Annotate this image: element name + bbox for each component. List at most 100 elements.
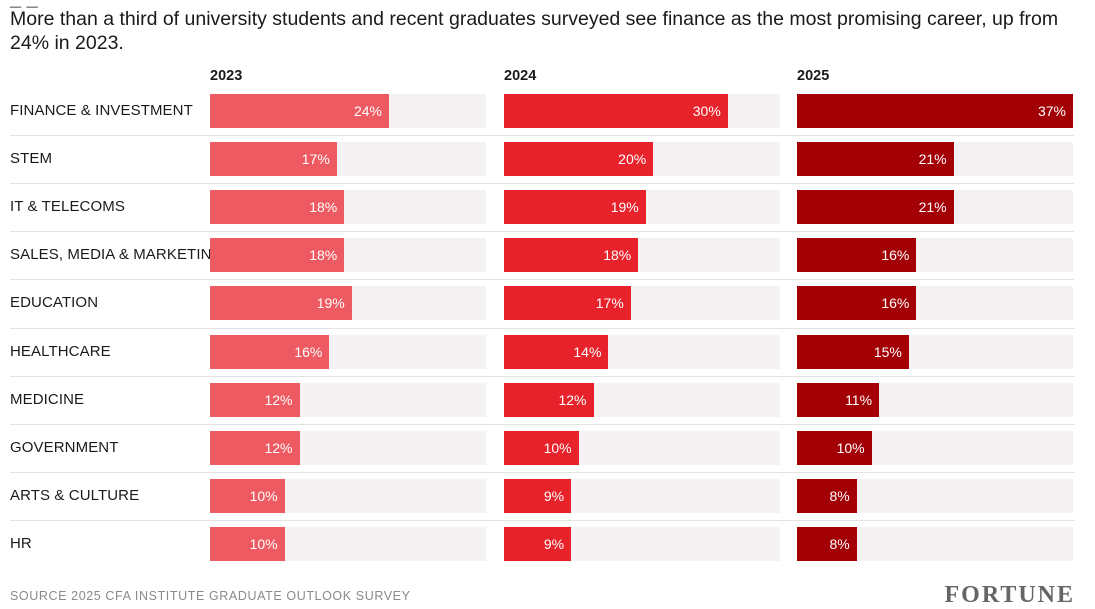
bar-value-label: 37%: [1037, 103, 1066, 119]
bar: 18%: [210, 238, 345, 273]
bar-value-label: 10%: [836, 439, 865, 456]
bar-value-label: 12%: [264, 391, 293, 408]
row-divider: [10, 183, 1074, 185]
bar-value-label: 9%: [543, 535, 565, 552]
bar-track: 9%: [504, 526, 780, 561]
bar-value-label: 16%: [294, 343, 323, 360]
bar-value-label: 18%: [603, 247, 632, 264]
bar-value-label: 18%: [309, 247, 338, 264]
bar: 14%: [504, 334, 609, 369]
bar-value-label: 12%: [558, 391, 587, 408]
bar: 24%: [210, 94, 390, 128]
bar-track: 10%: [504, 430, 780, 465]
bar: 8%: [797, 478, 857, 513]
bar-value-label: 21%: [918, 151, 947, 168]
bar: 16%: [797, 286, 917, 321]
category-label: HR: [10, 534, 32, 552]
bar: 10%: [210, 526, 285, 561]
bar: 18%: [210, 190, 345, 225]
bar-track: 37%: [797, 94, 1073, 128]
bar-value-label: 15%: [873, 343, 902, 360]
bar: 37%: [797, 94, 1073, 128]
bar-value-label: 12%: [264, 439, 293, 456]
bar: 19%: [210, 286, 352, 321]
category-label: GOVERNMENT: [10, 438, 119, 456]
year-header-2025: 2025: [797, 68, 830, 84]
bar-track: 21%: [797, 142, 1073, 177]
brand-logo: FORTUNE: [944, 582, 1075, 608]
bar: 21%: [797, 190, 954, 225]
bar-track: 10%: [210, 526, 486, 561]
category-label: ARTS & CULTURE: [10, 486, 140, 504]
bar-track: 17%: [210, 142, 486, 177]
bar-track: 12%: [210, 430, 486, 465]
bar-track: 24%: [210, 94, 486, 128]
bar-track: 21%: [797, 190, 1073, 225]
bar-track: 18%: [210, 238, 486, 273]
bar-track: 16%: [210, 334, 486, 369]
bar: 16%: [210, 334, 330, 369]
bar: 8%: [797, 526, 857, 561]
category-label: STEM: [10, 150, 53, 168]
bar-value-label: 17%: [301, 151, 330, 168]
bar: 9%: [504, 526, 572, 561]
category-label: IT & TELECOMS: [10, 198, 125, 216]
bar: 10%: [210, 478, 285, 513]
bar-value-label: 19%: [316, 295, 345, 312]
chart-subtitle: More than a third of university students…: [10, 8, 1059, 54]
bar-value-label: 8%: [829, 487, 850, 504]
bar-value-label: 19%: [610, 199, 639, 216]
bar-track: 19%: [210, 286, 486, 321]
bar-track: 19%: [504, 190, 780, 225]
bar: 20%: [504, 142, 654, 177]
bar: 12%: [210, 430, 300, 465]
bar-track: 8%: [797, 478, 1073, 513]
row-divider: [10, 231, 1074, 233]
category-label: MEDICINE: [10, 390, 85, 408]
bar-value-label: 18%: [309, 199, 338, 216]
chart-title-fragment: _ _: [10, 0, 38, 11]
bar-value-label: 10%: [249, 487, 278, 504]
bar: 19%: [504, 190, 646, 225]
row-divider: [10, 471, 1074, 473]
bar-track: 20%: [504, 142, 780, 177]
row-divider: [10, 519, 1074, 521]
bar: 11%: [797, 382, 880, 417]
category-label: EDUCATION: [10, 294, 99, 312]
bar-track: 10%: [797, 430, 1073, 465]
bar: 30%: [504, 94, 728, 128]
category-label: SALES, MEDIA & MARKETING: [10, 246, 224, 264]
row-divider: [10, 423, 1074, 425]
bar-value-label: 20%: [618, 151, 647, 168]
bar: 16%: [797, 238, 917, 273]
year-header-2023: 2023: [210, 68, 243, 84]
bar-value-label: 30%: [692, 103, 721, 119]
bar-value-label: 17%: [595, 295, 624, 312]
bar-track: 15%: [797, 334, 1073, 369]
bar-track: 14%: [504, 334, 780, 369]
bar-track: 18%: [210, 190, 486, 225]
bar: 9%: [504, 478, 572, 513]
row-divider: [10, 327, 1074, 329]
bar: 10%: [797, 430, 872, 465]
bar-value-label: 16%: [881, 247, 910, 264]
category-label: HEALTHCARE: [10, 342, 111, 360]
bar-track: 10%: [210, 478, 486, 513]
bar-value-label: 24%: [353, 103, 383, 119]
bar: 12%: [504, 382, 594, 417]
bar-value-label: 21%: [918, 199, 947, 216]
bar-track: 18%: [504, 238, 780, 273]
bar-track: 16%: [797, 238, 1073, 273]
bar: 12%: [210, 382, 300, 417]
bar-track: 9%: [504, 478, 780, 513]
bar-track: 12%: [210, 382, 486, 417]
bar-track: 11%: [797, 382, 1073, 417]
bar-value-label: 10%: [249, 535, 278, 552]
bar-value-label: 10%: [543, 439, 572, 456]
category-label: FINANCE & INVESTMENT: [10, 102, 193, 119]
bar-track: 8%: [797, 526, 1073, 561]
bar: 10%: [504, 430, 579, 465]
bar-track: 30%: [504, 94, 780, 128]
bar-track: 12%: [504, 382, 780, 417]
bar-value-label: 14%: [573, 343, 602, 360]
